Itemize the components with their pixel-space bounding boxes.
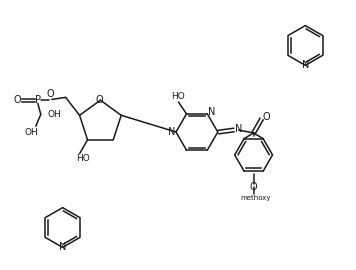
Text: N: N [235,124,242,134]
Text: N: N [168,127,176,137]
Text: O: O [263,112,270,122]
Text: O: O [13,95,21,105]
Text: O: O [47,89,54,99]
Text: HO: HO [172,92,185,100]
Text: methoxy: methoxy [240,195,271,201]
Text: OH: OH [25,128,39,137]
Text: OH: OH [48,110,62,119]
Text: N: N [302,60,309,70]
Text: O: O [250,182,257,192]
Text: HO: HO [76,154,89,163]
Text: N: N [59,242,66,252]
Text: N: N [208,107,215,117]
Text: O: O [96,95,103,105]
Text: P: P [35,95,41,105]
